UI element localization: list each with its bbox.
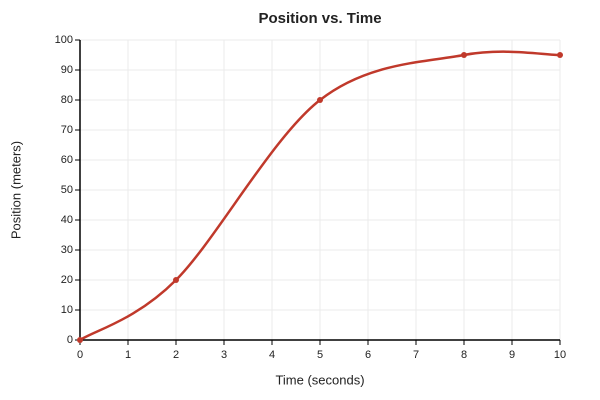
- point: [461, 52, 467, 58]
- point: [557, 52, 563, 58]
- y-tick-label: 100: [55, 34, 73, 46]
- point: [77, 337, 83, 343]
- x-tick-label: 5: [317, 349, 323, 361]
- y-tick-label: 30: [61, 244, 73, 256]
- point: [173, 277, 179, 283]
- chart-title: Position vs. Time: [258, 10, 381, 27]
- x-tick-label: 7: [413, 349, 419, 361]
- x-tick-label: 9: [509, 349, 515, 361]
- y-tick-label: 40: [61, 214, 73, 226]
- x-tick-label: 10: [554, 349, 566, 361]
- x-tick-label: 4: [269, 349, 275, 361]
- y-tick-label: 0: [67, 334, 73, 346]
- x-tick-label: 3: [221, 349, 227, 361]
- x-tick-label: 0: [77, 349, 83, 361]
- y-tick-label: 10: [61, 304, 73, 316]
- x-tick-label: 6: [365, 349, 371, 361]
- x-tick-label: 8: [461, 349, 467, 361]
- y-tick-label: 60: [61, 154, 73, 166]
- x-axis-title: Time (seconds): [275, 372, 364, 387]
- line: [79, 50, 561, 342]
- y-tick-label: 70: [61, 124, 73, 136]
- y-tick-label: 20: [61, 274, 73, 286]
- y-tick-label: 90: [61, 64, 73, 76]
- y-tick-label: 50: [61, 184, 73, 196]
- y-tick-label: 80: [61, 94, 73, 106]
- y-axis-title: Position (meters): [8, 141, 23, 239]
- x-tick-label: 1: [125, 349, 131, 361]
- x-tick-label: 2: [173, 349, 179, 361]
- point: [317, 97, 323, 103]
